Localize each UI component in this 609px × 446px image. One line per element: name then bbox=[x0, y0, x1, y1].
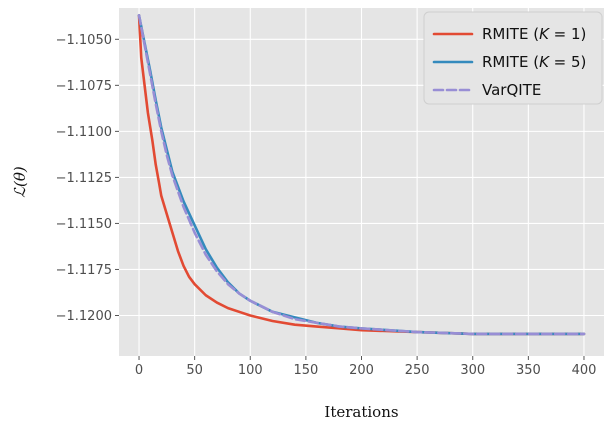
y-tick-label: −1.1175 bbox=[56, 263, 112, 278]
legend-entry: RMITE (K = 1) bbox=[482, 25, 586, 43]
x-tick-label: 400 bbox=[572, 363, 597, 378]
y-axis-label: ℒ(θ) bbox=[11, 166, 29, 198]
x-axis-ticks: 0 50 100 150 200 250 300 350 400 bbox=[135, 356, 597, 378]
series-line-rmite-k-1 bbox=[137, 14, 586, 336]
legend-entry: VarQITE bbox=[482, 81, 541, 99]
x-tick-label: 350 bbox=[516, 363, 541, 378]
x-axis-label: Iterations bbox=[324, 403, 398, 421]
x-tick-label: 300 bbox=[460, 363, 485, 378]
x-tick-label: 0 bbox=[135, 363, 143, 378]
y-tick-label: −1.1075 bbox=[56, 79, 112, 94]
y-tick-label: −1.1125 bbox=[56, 171, 112, 186]
x-tick-label: 200 bbox=[349, 363, 374, 378]
series-lines bbox=[137, 14, 586, 336]
x-tick-label: 150 bbox=[293, 363, 318, 378]
x-tick-label: 100 bbox=[238, 363, 263, 378]
y-tick-label: −1.1050 bbox=[56, 33, 112, 48]
y-tick-label: −1.1150 bbox=[56, 217, 112, 232]
y-axis-ticks: −1.1050 −1.1075 −1.1100 −1.1125 −1.1150 −1.11… bbox=[56, 33, 119, 324]
x-tick-label: 50 bbox=[186, 363, 203, 378]
y-tick-label: −1.1100 bbox=[56, 125, 112, 140]
legend: RMITE (K = 1) RMITE (K = 5) VarQITE bbox=[423, 11, 603, 105]
y-tick-label: −1.1200 bbox=[56, 309, 112, 324]
series-line-varqite bbox=[137, 14, 586, 336]
legend-entry: RMITE (K = 5) bbox=[482, 53, 586, 71]
x-tick-label: 250 bbox=[405, 363, 430, 378]
